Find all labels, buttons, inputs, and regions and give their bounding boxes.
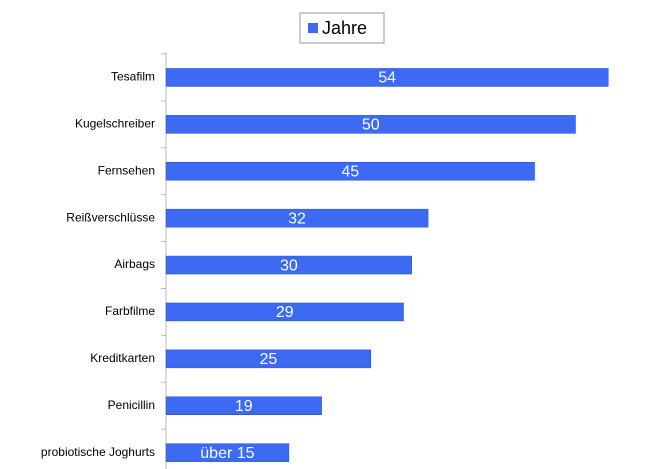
y-tick-label: Kreditkarten	[90, 351, 155, 365]
bar	[165, 162, 535, 181]
data-label: 30	[280, 257, 298, 274]
bar	[165, 396, 322, 415]
y-tick-label: probiotische Joghurts	[41, 445, 155, 459]
data-label: 19	[235, 398, 253, 415]
bar	[165, 302, 404, 322]
y-tick-label: Penicillin	[108, 398, 155, 412]
legend: Jahre	[308, 18, 367, 38]
y-tick-label: Fernsehen	[98, 163, 155, 177]
data-label: 32	[288, 210, 306, 227]
data-label: 54	[378, 70, 396, 87]
y-tick-label: Reißverschlüsse	[66, 210, 155, 224]
bar	[165, 208, 429, 228]
bar	[165, 255, 412, 275]
bar	[165, 68, 609, 87]
legend-label: Jahre	[322, 18, 367, 38]
y-tick-label: Farbfilme	[105, 304, 155, 318]
data-label: über 15	[200, 445, 254, 462]
legend-swatch	[308, 23, 318, 33]
data-label: 50	[362, 117, 380, 134]
bar	[165, 443, 290, 462]
data-label: 29	[276, 304, 294, 321]
bar	[165, 349, 371, 369]
bar	[165, 115, 576, 134]
data-label: 45	[341, 163, 359, 180]
y-tick-label: Kugelschreiber	[75, 117, 155, 131]
y-tick-label: Tesafilm	[111, 70, 155, 84]
y-tick-label: Airbags	[114, 257, 155, 271]
data-label: 25	[259, 351, 277, 368]
